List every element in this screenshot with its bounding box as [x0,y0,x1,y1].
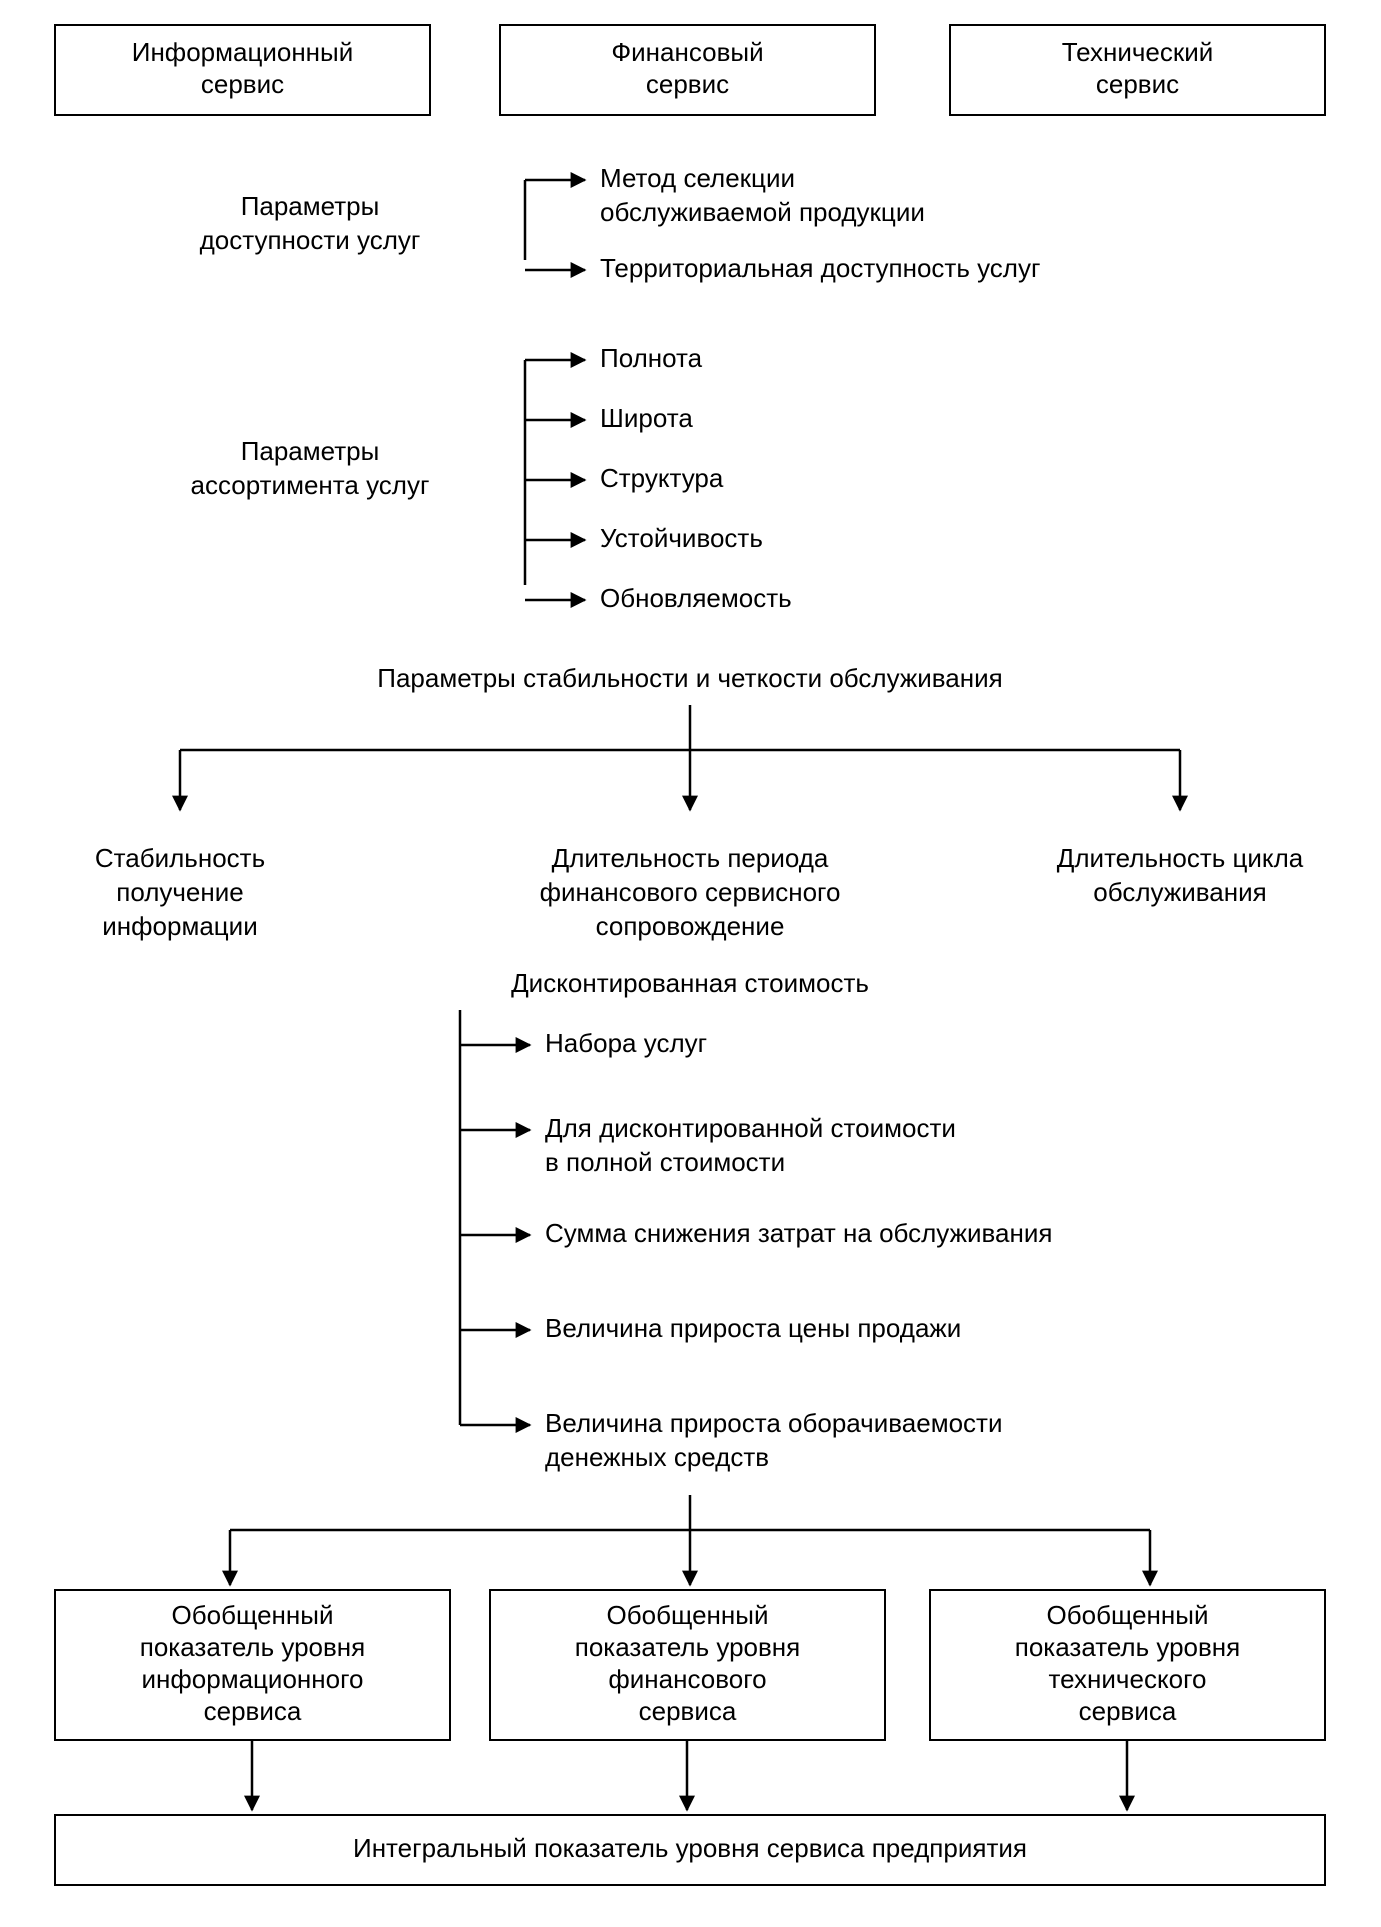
split1-label: Стабильность [95,843,265,873]
summary-box-label: сервиса [204,1696,302,1726]
group1-item: Территориальная доступность услуг [600,253,1040,283]
group2-item: Структура [600,463,724,493]
group1-label: Параметры [241,191,380,221]
top-box-label: сервис [646,69,729,99]
group2-item: Обновляемость [600,583,792,613]
flowchart-canvas: ИнформационныйсервисФинансовыйсервисТехн… [0,0,1381,1927]
group1-label: доступности услуг [200,225,421,255]
split1-label: сопровождение [596,911,785,941]
group3-item: Для дисконтированной стоимости [545,1113,956,1143]
top-box-label: сервис [201,69,284,99]
top-box-label: Технический [1062,37,1214,67]
split1-label: финансового сервисного [540,877,841,907]
summary-box-label: Обобщенный [172,1600,334,1630]
group3-item: Величина прироста оборачиваемости [545,1408,1002,1438]
summary-box-label: сервиса [1079,1696,1177,1726]
group2-item: Широта [600,403,693,433]
group3-item: денежных средств [545,1442,769,1472]
summary-box-label: технического [1049,1664,1207,1694]
group1-item: Метод селекции [600,163,795,193]
summary-box-label: Обобщенный [1047,1600,1209,1630]
split1-label: информации [102,911,257,941]
group2-label: ассортимента услуг [191,470,430,500]
top-box-label: Информационный [132,37,354,67]
group3-item: в полной стоимости [545,1147,785,1177]
top-box-label: Финансовый [611,37,763,67]
summary-box-label: сервиса [639,1696,737,1726]
split1-label: обслуживания [1093,877,1266,907]
split1-label: Длительность периода [552,843,829,873]
group2-item: Полнота [600,343,703,373]
group3-item: Сумма снижения затрат на обслуживания [545,1218,1052,1248]
stability-header: Параметры стабильности и четкости обслуж… [377,663,1002,693]
summary-box-label: финансового [608,1664,766,1694]
group2-item: Устойчивость [600,523,763,553]
top-box-label: сервис [1096,69,1179,99]
group1-item: обслуживаемой продукции [600,197,925,227]
summary-box-label: информационного [142,1664,364,1694]
group3-item: Величина прироста цены продажи [545,1313,961,1343]
summary-box-label: показатель уровня [575,1632,801,1662]
summary-box-label: показатель уровня [1015,1632,1241,1662]
final-box-label: Интегральный показатель уровня сервиса п… [353,1833,1027,1863]
split1-label: Длительность цикла [1057,843,1304,873]
group3-item: Набора услуг [545,1028,707,1058]
split1-label: получение [116,877,244,907]
group2-label: Параметры [241,436,380,466]
discount-header: Дисконтированная стоимость [511,968,869,998]
summary-box-label: Обобщенный [607,1600,769,1630]
summary-box-label: показатель уровня [140,1632,366,1662]
